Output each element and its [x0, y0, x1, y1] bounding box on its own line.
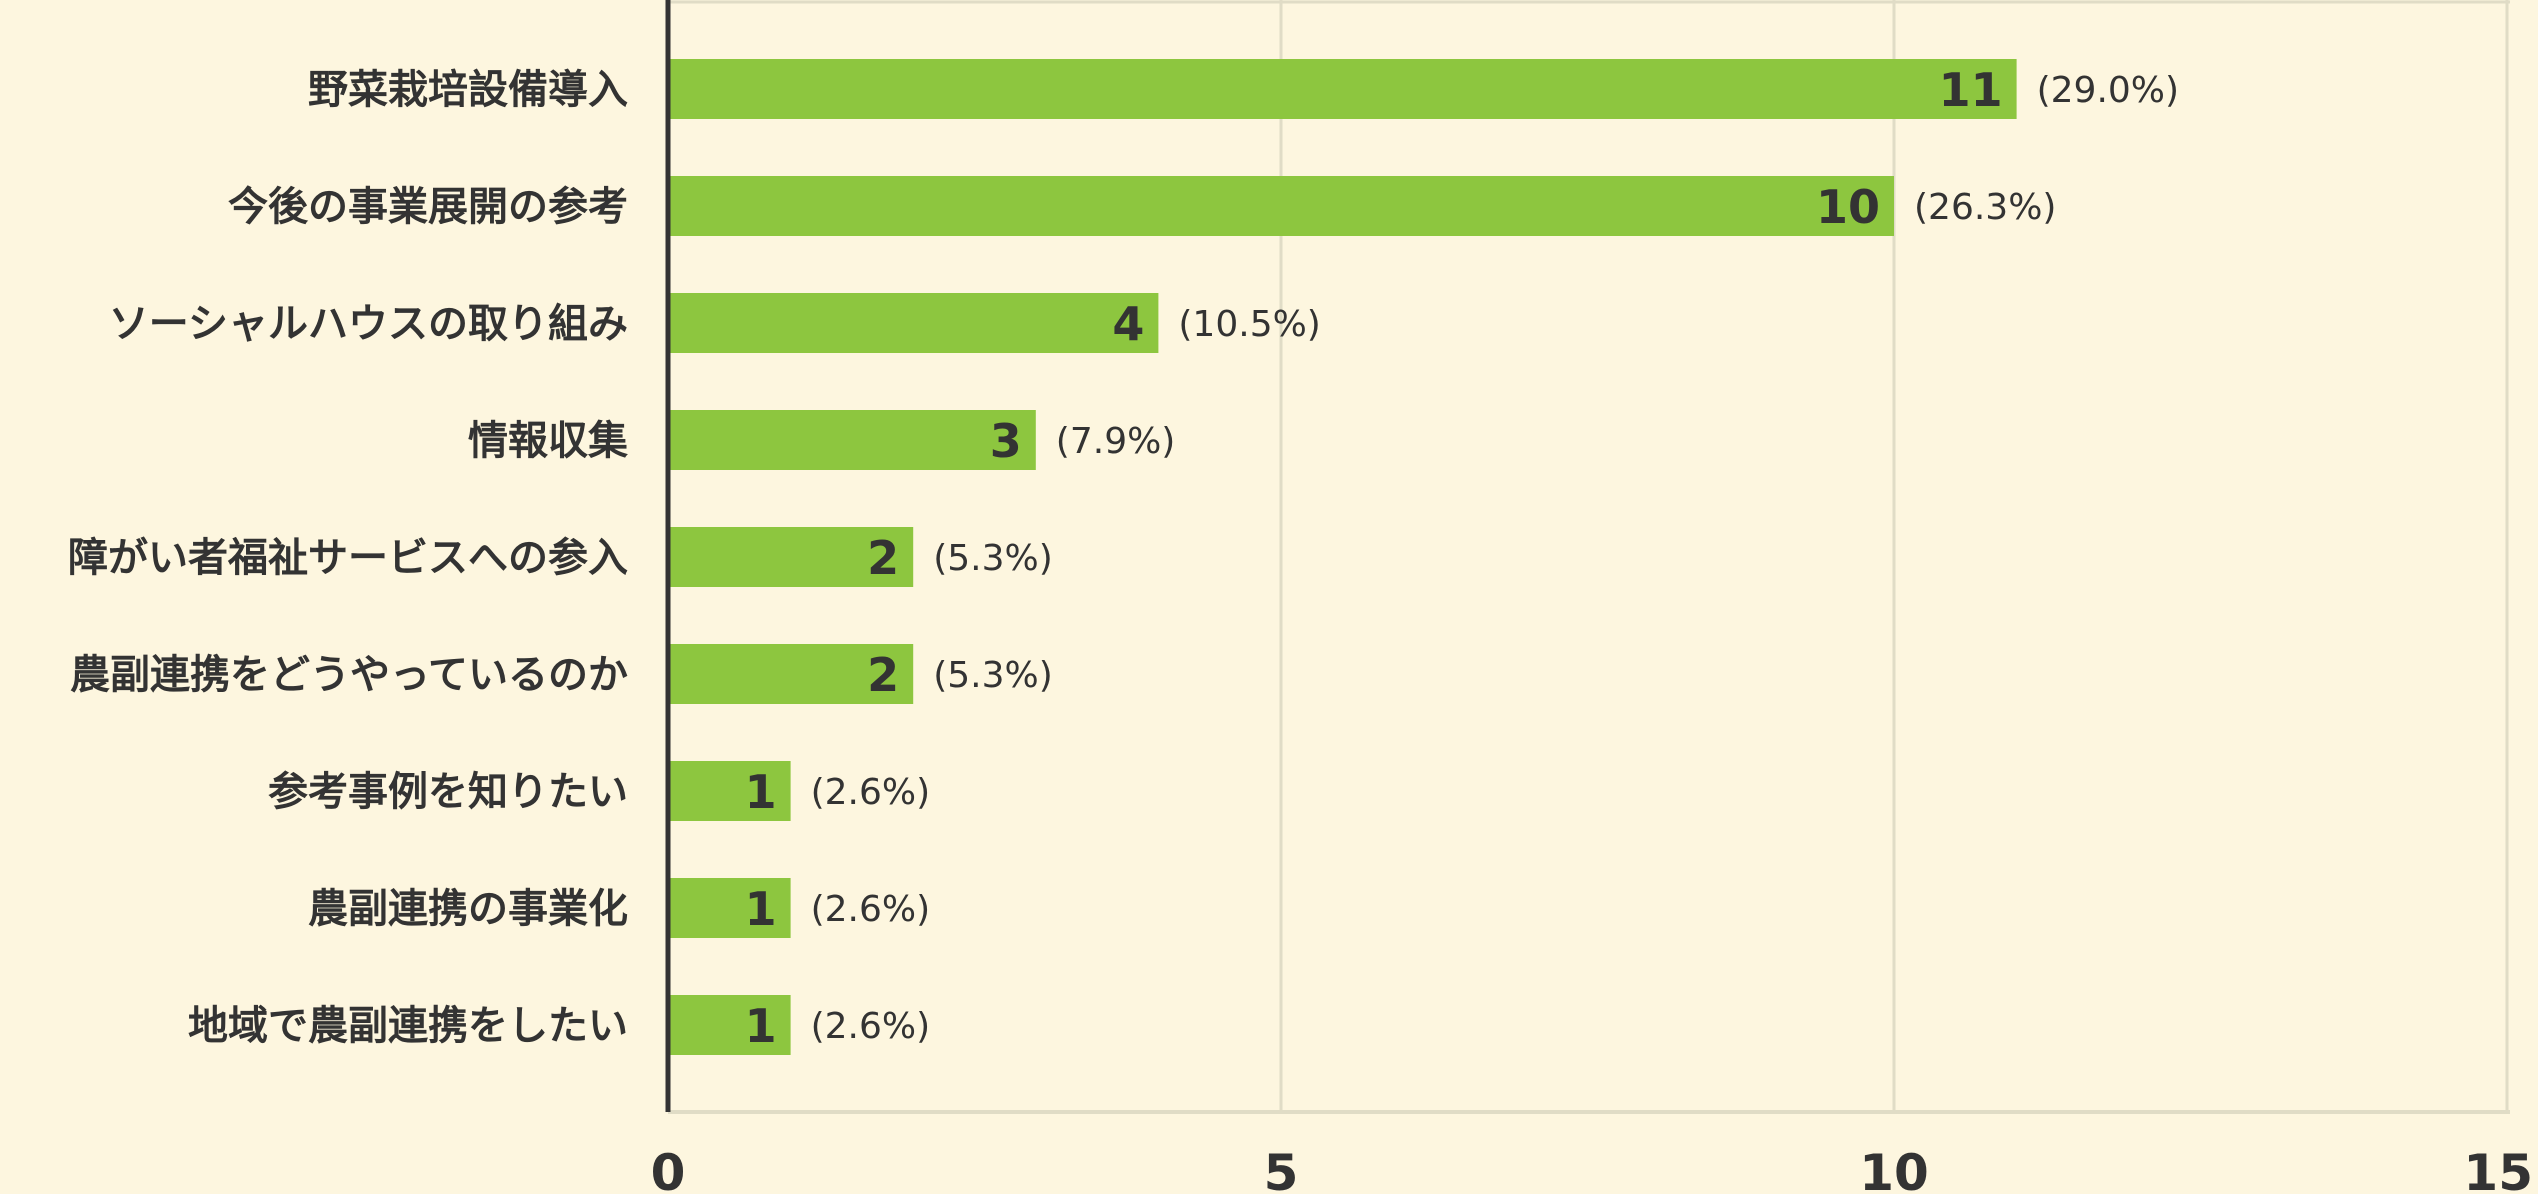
percent-label: (7.9%) [1056, 421, 1176, 462]
value-label: 1 [745, 765, 777, 819]
value-label: 11 [1939, 63, 2003, 117]
bar [668, 176, 1894, 236]
value-label: 1 [745, 882, 777, 936]
bar [668, 995, 791, 1055]
category-label: 野菜栽培設備導入 [308, 67, 628, 113]
category-label: ソーシャルハウスの取り組み [109, 301, 628, 347]
category-label: 障がい者福祉サービスへの参入 [68, 535, 628, 581]
bar [668, 293, 1159, 353]
percent-label: (5.3%) [933, 538, 1053, 579]
percent-label: (10.5%) [1178, 304, 1320, 345]
category-label: 地域で農副連携をしたい [188, 1003, 628, 1049]
percent-label: (29.0%) [2037, 70, 2179, 111]
bar [668, 761, 791, 821]
x-tick-labels: 0 5 10 15 [651, 1144, 2533, 1194]
percent-label: (26.3%) [1914, 187, 2056, 228]
value-label: 3 [990, 414, 1022, 468]
value-label: 2 [867, 531, 899, 585]
percent-labels: (29.0%) (26.3%) (10.5%) (7.9%) (5.3%) (5.3%) (… [811, 70, 2179, 1047]
value-label: 2 [867, 648, 899, 702]
category-label: 農副連携をどうやっているのか [70, 652, 628, 698]
category-label: 今後の事業展開の参考 [228, 184, 628, 230]
bar [668, 878, 791, 938]
bar [668, 644, 914, 704]
category-label: 情報収集 [468, 418, 628, 464]
value-label: 10 [1816, 180, 1880, 234]
bars [668, 59, 2017, 1055]
value-label: 4 [1112, 297, 1144, 351]
bar [668, 410, 1036, 470]
percent-label: (2.6%) [811, 889, 931, 930]
bar [668, 59, 2017, 119]
percent-label: (2.6%) [811, 1006, 931, 1047]
x-tick-label: 15 [2463, 1144, 2533, 1194]
percent-label: (5.3%) [933, 655, 1053, 696]
category-labels: 野菜栽培設備導入今後の事業展開の参考ソーシャルハウスの取り組み情報収集障がい者福… [68, 67, 628, 1049]
x-tick-label: 0 [651, 1144, 686, 1194]
percent-label: (2.6%) [811, 772, 931, 813]
x-tick-label: 10 [1859, 1144, 1929, 1194]
x-tick-label: 5 [1264, 1144, 1299, 1194]
bar [668, 527, 914, 587]
category-label: 参考事例を知りたい [268, 769, 628, 815]
category-label: 農副連携の事業化 [308, 886, 628, 932]
value-label: 1 [745, 999, 777, 1053]
